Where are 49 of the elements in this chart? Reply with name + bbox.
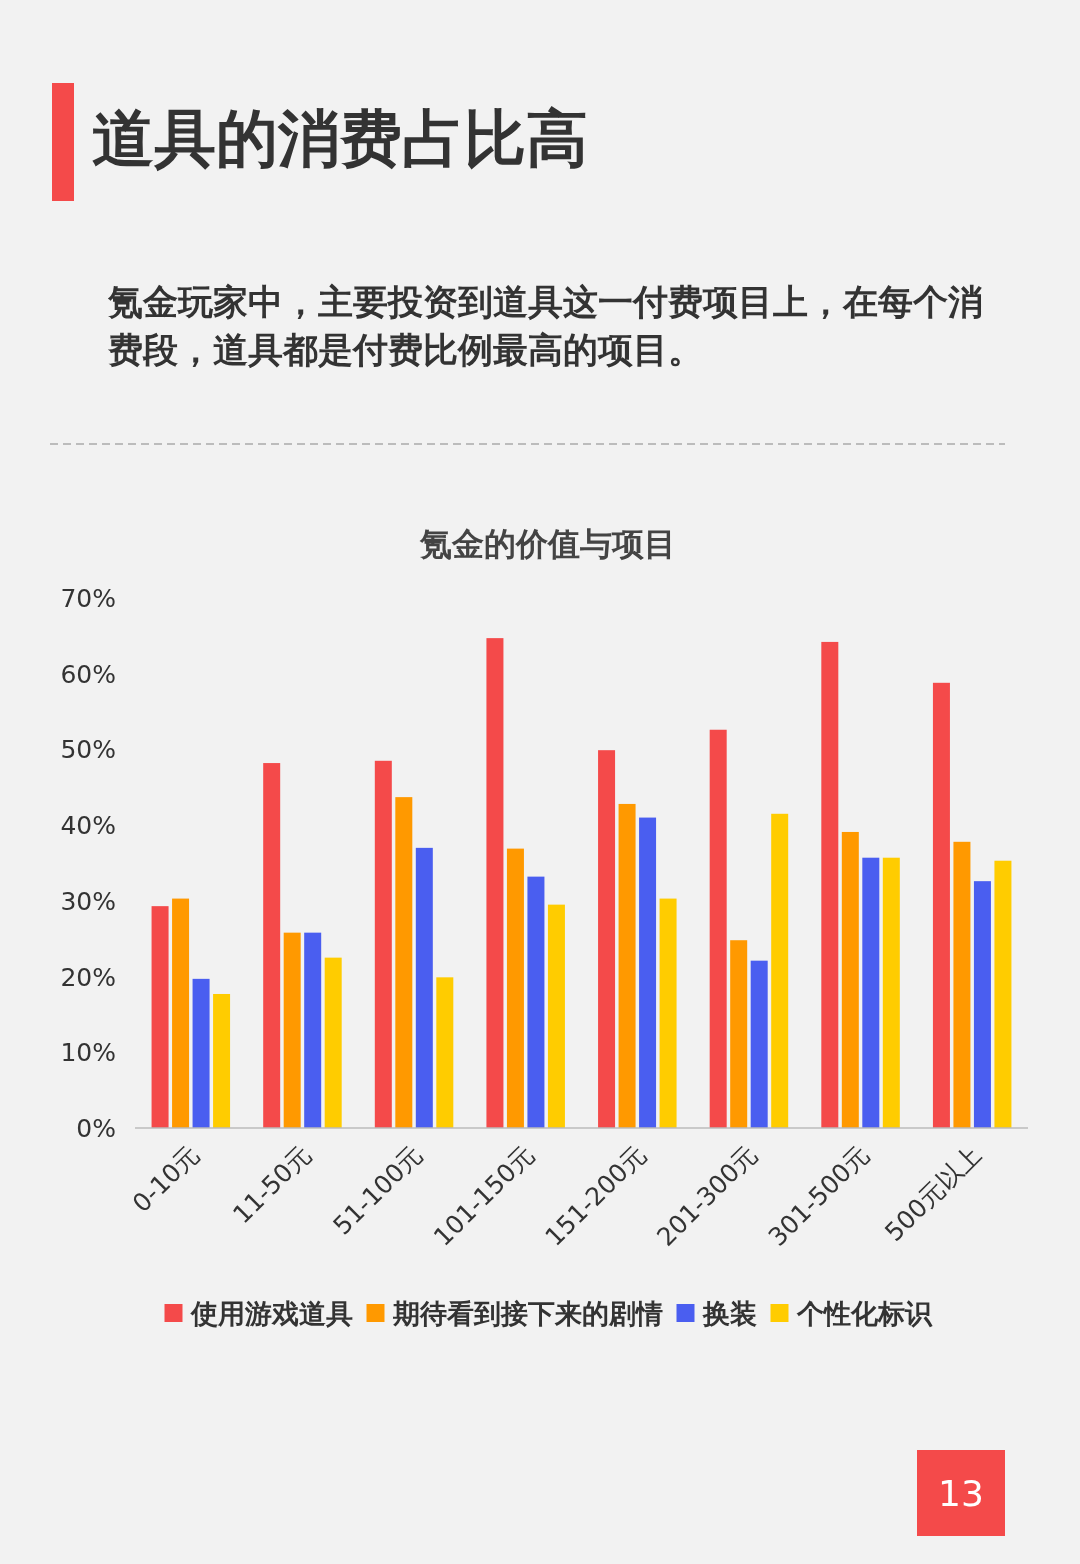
- y-tick-label: 50%: [60, 735, 116, 765]
- bar: [994, 860, 1012, 1128]
- bar: [283, 932, 301, 1128]
- bar: [192, 978, 210, 1128]
- bar: [821, 641, 839, 1128]
- bar: [841, 831, 859, 1128]
- x-tick-label: 500元以上: [879, 1139, 987, 1248]
- legend-label: 换装: [701, 1298, 757, 1329]
- bar: [324, 957, 342, 1128]
- bar: [395, 797, 413, 1128]
- bar: [151, 906, 169, 1128]
- bar: [973, 881, 991, 1128]
- text: 氪金玩家中，主要投资到道具这一付费项目上，在每个消费段，道具都是付费比例最高的项目。: [108, 281, 984, 372]
- bar: [730, 940, 748, 1128]
- bar: [709, 729, 727, 1128]
- chart-title: 氪金的价值与项目: [419, 525, 676, 563]
- bar: [750, 960, 768, 1128]
- y-tick-label: 20%: [60, 962, 116, 992]
- bar: [598, 750, 616, 1128]
- y-tick-label: 30%: [60, 886, 116, 916]
- bar: [862, 857, 880, 1128]
- legend-label: 期待看到接下来的剧情: [391, 1298, 663, 1329]
- text: 道具的消费占比高: [92, 102, 588, 175]
- bar: [953, 841, 971, 1128]
- bar: [771, 813, 789, 1128]
- y-tick-label: 0%: [76, 1114, 116, 1143]
- bar: [882, 857, 900, 1128]
- bar: [172, 898, 190, 1128]
- text: 13: [938, 1473, 984, 1514]
- bar: [213, 993, 231, 1128]
- y-tick-label: 40%: [60, 811, 116, 841]
- bar: [659, 898, 677, 1128]
- y-tick-label: 70%: [60, 584, 116, 613]
- bar: [527, 876, 545, 1128]
- bar: [486, 638, 504, 1128]
- bar: [506, 848, 524, 1128]
- bar: [618, 803, 636, 1128]
- legend-label: 个性化标识: [795, 1298, 933, 1329]
- legend-label: 使用游戏道具: [189, 1298, 353, 1329]
- bar: [304, 932, 322, 1128]
- bar: [374, 760, 392, 1128]
- bar: [263, 763, 281, 1128]
- bar: [639, 817, 657, 1128]
- bar: [436, 977, 454, 1128]
- y-tick-label: 10%: [60, 1038, 116, 1068]
- bar: [547, 904, 565, 1128]
- bar: [932, 682, 950, 1128]
- bar: [415, 847, 433, 1128]
- y-tick-label: 60%: [60, 659, 116, 689]
